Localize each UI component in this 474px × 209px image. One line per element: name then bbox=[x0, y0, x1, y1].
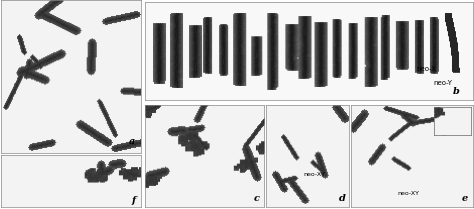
Text: a: a bbox=[129, 138, 136, 147]
Text: neo-Y: neo-Y bbox=[433, 80, 452, 86]
Text: b: b bbox=[453, 87, 459, 96]
Text: neo-XY: neo-XY bbox=[304, 172, 326, 177]
Text: e: e bbox=[462, 194, 468, 203]
Text: f: f bbox=[131, 196, 136, 205]
Text: c: c bbox=[254, 194, 260, 203]
Text: neo-XY: neo-XY bbox=[398, 191, 419, 196]
Text: neo-X: neo-X bbox=[417, 66, 437, 72]
Text: d: d bbox=[339, 194, 346, 203]
